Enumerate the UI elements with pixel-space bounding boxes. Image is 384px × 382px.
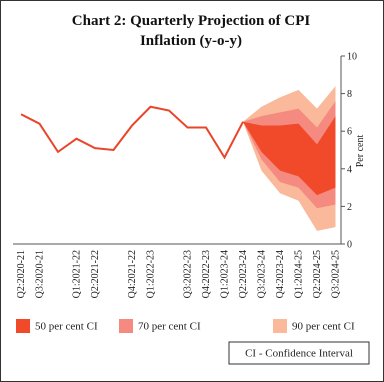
x-tick-label: Q2:2021-22 [90, 250, 101, 298]
legend-swatch [16, 319, 30, 333]
chart-title: Chart 2: Quarterly Projection of CPI Inf… [71, 13, 311, 49]
x-tick-label: Q3:2024-25 [331, 250, 342, 298]
x-tick-label: Q4:2023-24 [275, 250, 286, 298]
legend-label: 70 per cent CI [138, 321, 201, 333]
y-tick-label: 6 [347, 127, 352, 138]
x-tick-label: Q4:2021-22 [127, 250, 138, 298]
legend-swatch [273, 319, 287, 333]
x-tick-label: Q3:2022-23 [183, 250, 194, 298]
x-tick-label: Q3:2020-21 [35, 250, 46, 298]
x-tick-label: Q3:2023-24 [257, 250, 268, 298]
note-box [228, 341, 370, 365]
legend-swatch [119, 319, 133, 333]
ci-band [243, 116, 336, 196]
y-tick-label: 8 [347, 89, 352, 100]
x-tick-label: Q4:2022-23 [201, 250, 212, 298]
cpi-line [20, 105, 244, 160]
legend-label: 50 per cent CI [35, 321, 98, 333]
x-tick-label: Q1:2022-23 [146, 250, 157, 298]
y-tick-label: 4 [347, 164, 352, 175]
y-axis-label: Per cent [355, 135, 366, 168]
legend-label: 90 per cent CI [292, 321, 355, 333]
x-tick-label: Q2:2024-25 [312, 250, 323, 298]
x-tick-label: Q2:2023-24 [238, 250, 249, 298]
x-tick-label: Q1:2023-24 [220, 250, 231, 298]
x-tick-label: Q1:2024-25 [294, 250, 305, 298]
x-tick-label: Q2:2020-21 [16, 250, 27, 298]
x-tick-label: Q1:2021-22 [72, 250, 83, 298]
y-tick-label: 2 [347, 202, 352, 213]
y-tick-label: 10 [347, 52, 357, 63]
y-tick-label: 0 [347, 240, 352, 251]
note: CI - Confidence Interval [245, 348, 353, 360]
